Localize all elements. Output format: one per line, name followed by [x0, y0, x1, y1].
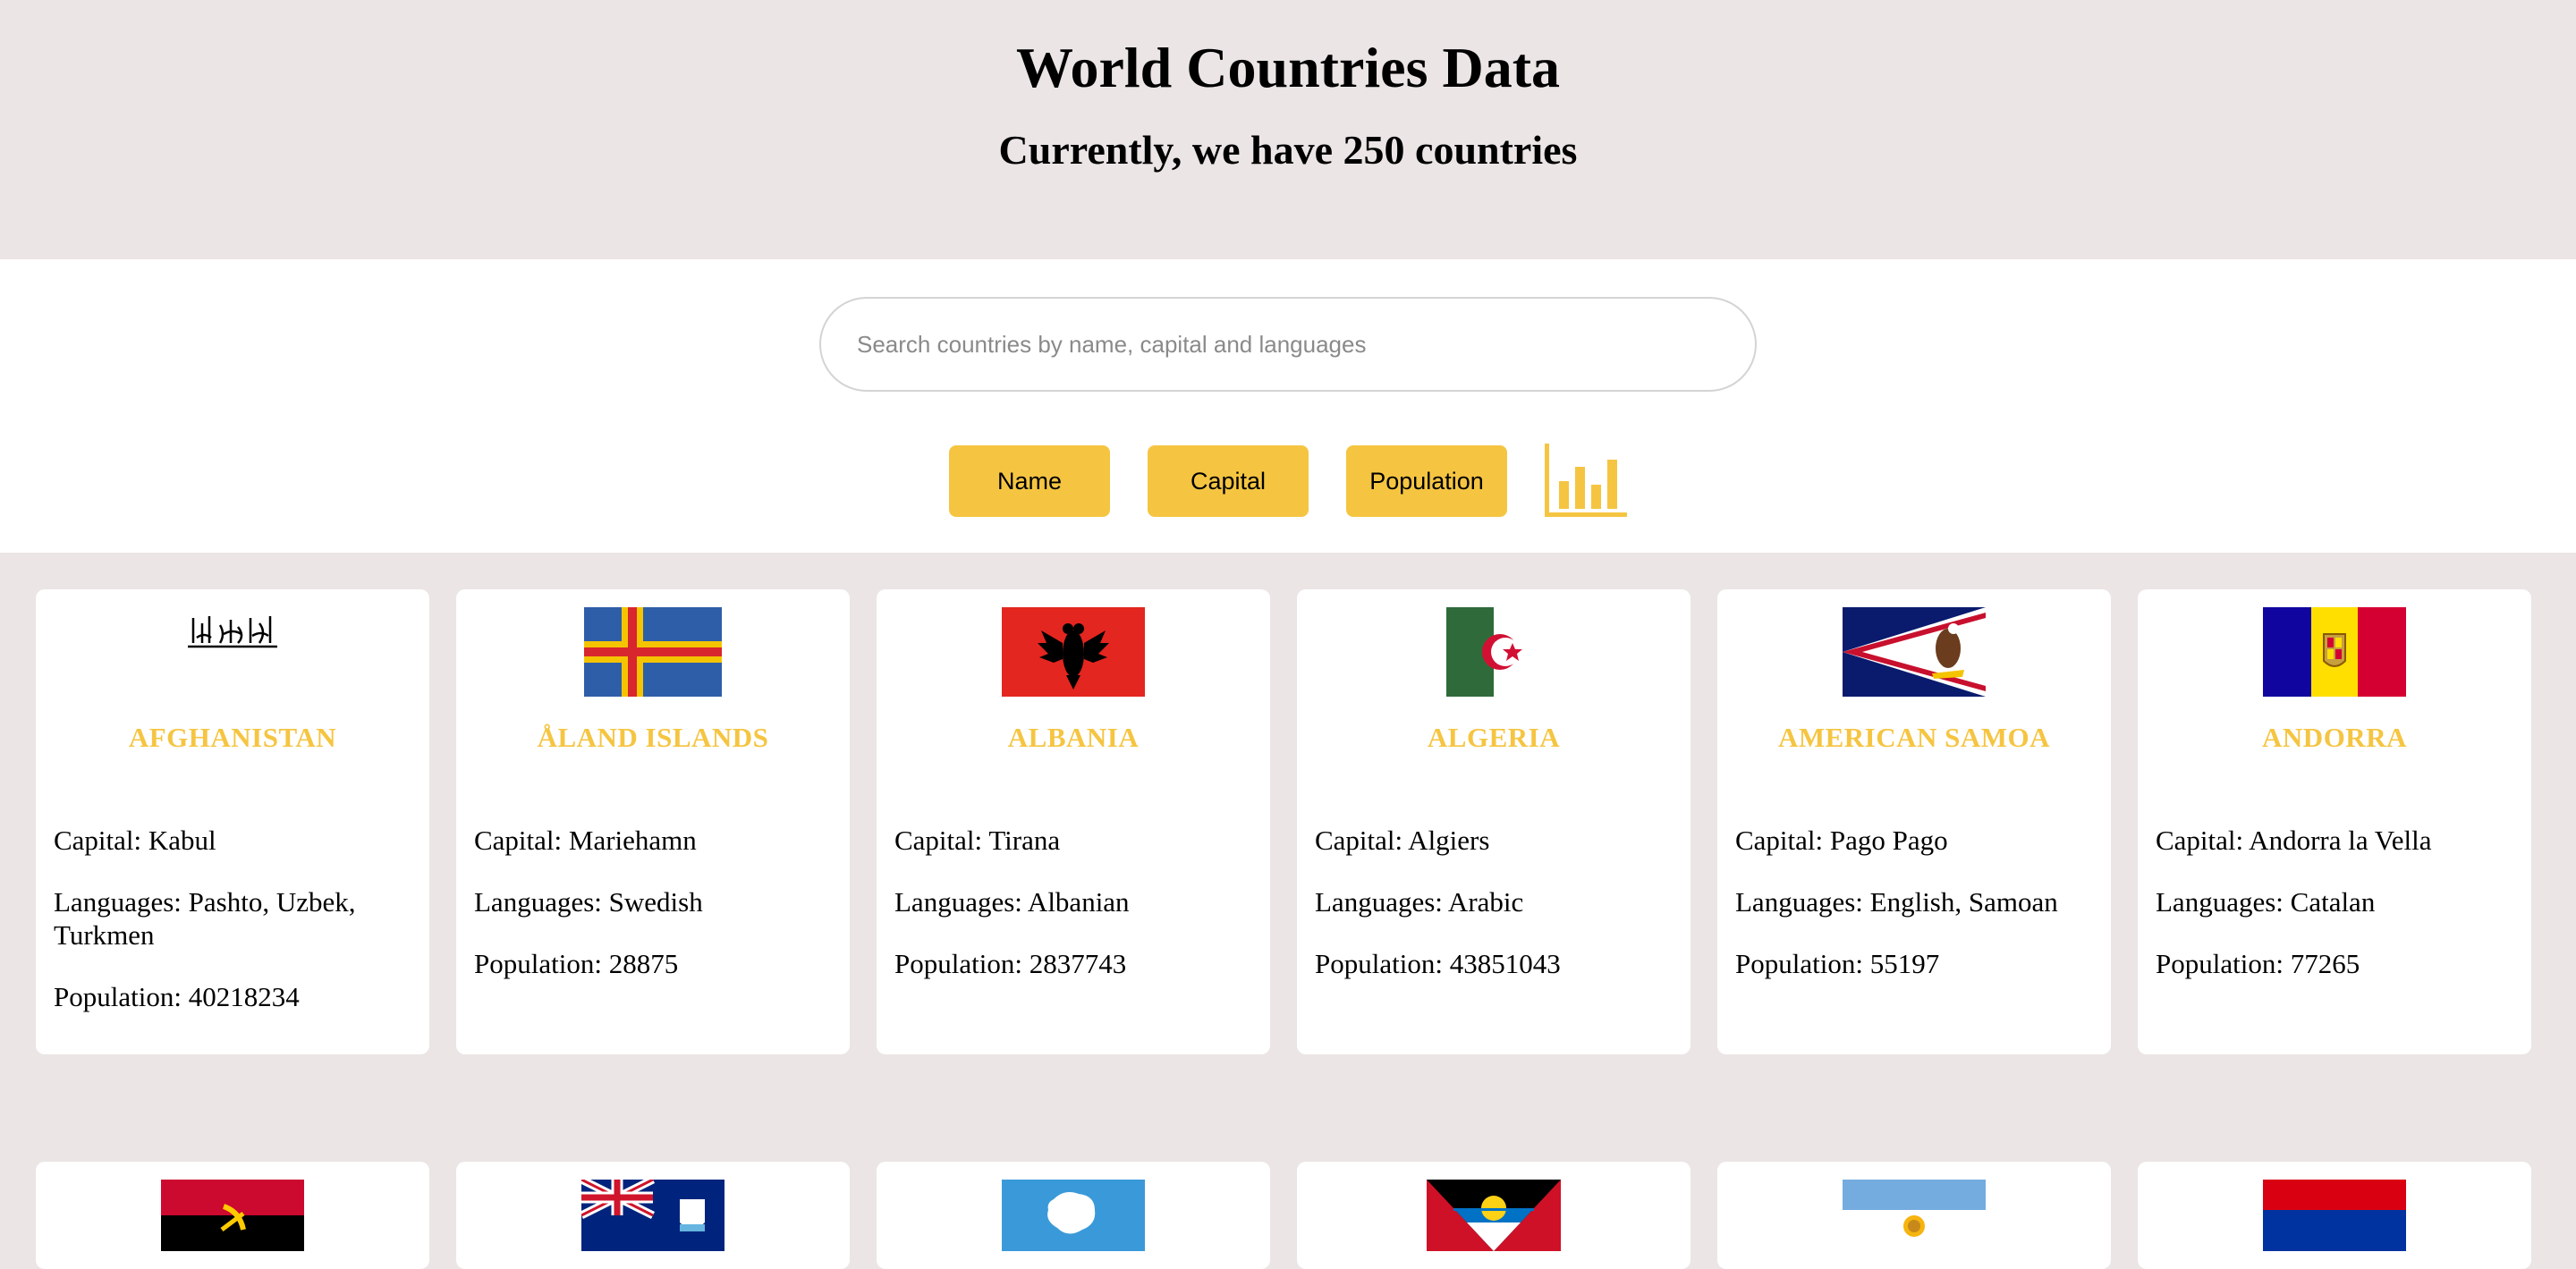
country-name: ÅLAND ISLANDS [537, 722, 769, 753]
country-languages: Languages: English, Samoan [1735, 886, 2058, 918]
country-population: Population: 55197 [1735, 948, 1940, 979]
country-card: ÅLAND ISLANDS Capital: Mariehamn Languag… [456, 589, 850, 1054]
country-card: AFGHANISTAN Capital: Kabul Languages: Pa… [36, 589, 429, 1054]
country-capital: Capital: Andorra la Vella [2156, 825, 2432, 856]
country-capital: Capital: Mariehamn [474, 825, 697, 856]
sort-by-population-button[interactable]: Population [1346, 445, 1507, 517]
antigua-and-barbuda-flag [1427, 1180, 1561, 1251]
country-name: ALBANIA [1007, 722, 1140, 753]
country-count: Currently, we have 250 countries [998, 127, 1578, 173]
aland-islands-flag [584, 607, 722, 697]
country-card [1717, 1162, 2111, 1269]
country-name: ALGERIA [1427, 722, 1561, 753]
argentina-flag [1843, 1180, 1986, 1251]
country-card [36, 1162, 429, 1269]
country-population: Population: 77265 [2156, 948, 2360, 979]
controls-section: Name Capital Population [0, 259, 2576, 553]
country-population: Population: 2837743 [894, 948, 1127, 979]
albania-flag [1002, 607, 1145, 697]
search-input[interactable] [819, 297, 1757, 392]
american-samoa-flag [1843, 607, 1986, 697]
country-card [2138, 1162, 2531, 1269]
country-population: Population: 40218234 [54, 981, 300, 1012]
country-languages: Languages: Pashto, Uzbek, Turkmen [54, 886, 356, 951]
country-capital: Capital: Pago Pago [1735, 825, 1948, 856]
country-card [456, 1162, 850, 1269]
country-name: ANDORRA [2262, 722, 2407, 753]
page-title: World Countries Data [1016, 36, 1560, 99]
andorra-flag [2263, 607, 2406, 697]
country-card: ANDORRA Capital: Andorra la Vella Langua… [2138, 589, 2531, 1054]
country-languages: Languages: Arabic [1315, 886, 1524, 918]
country-card: AMERICAN SAMOA Capital: Pago Pago Langua… [1717, 589, 2111, 1054]
sort-by-capital-button[interactable]: Capital [1148, 445, 1309, 517]
country-card: ALBANIA Capital: Tirana Languages: Alban… [877, 589, 1270, 1054]
country-languages: Languages: Swedish [474, 886, 703, 918]
country-card [877, 1162, 1270, 1269]
bar-chart-icon[interactable] [1543, 442, 1629, 519]
country-card: ALGERIA Capital: Algiers Languages: Arab… [1297, 589, 1690, 1054]
country-capital: Capital: Kabul [54, 825, 216, 856]
country-card [1297, 1162, 1690, 1269]
sort-by-name-button[interactable]: Name [949, 445, 1110, 517]
country-languages: Languages: Catalan [2156, 886, 2376, 918]
country-capital: Capital: Tirana [894, 825, 1061, 856]
afghanistan-flag [181, 607, 284, 657]
countries-grid: AFGHANISTAN Capital: Kabul Languages: Pa… [0, 553, 2576, 1269]
country-population: Population: 43851043 [1315, 948, 1561, 979]
algeria-flag [1446, 607, 1541, 697]
angola-flag [161, 1180, 304, 1251]
armenia-flag [2263, 1180, 2406, 1251]
country-name: AFGHANISTAN [128, 722, 337, 753]
antarctica-flag [1002, 1180, 1145, 1251]
country-name: AMERICAN SAMOA [1777, 722, 2051, 753]
anguilla-flag [581, 1180, 724, 1251]
page-header: World Countries Data Currently, we have … [0, 0, 2576, 259]
country-population: Population: 28875 [474, 948, 679, 979]
country-languages: Languages: Albanian [894, 886, 1130, 918]
country-capital: Capital: Algiers [1315, 825, 1490, 856]
